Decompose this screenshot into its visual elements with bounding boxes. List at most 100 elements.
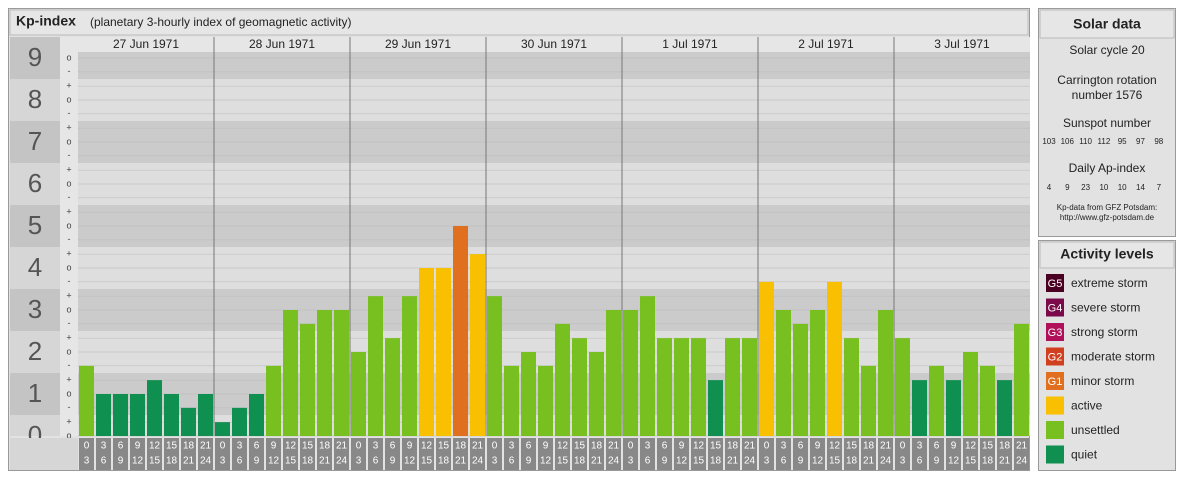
legend-label: active: [1071, 399, 1103, 413]
legend-badge: G1: [1048, 376, 1063, 388]
ap-value: 14: [1136, 183, 1145, 192]
y-tick-label: o: [66, 94, 71, 104]
hour-from: 3: [645, 441, 651, 452]
bar: [691, 338, 706, 436]
hour-cell: [334, 438, 349, 470]
y-tick-label: -: [68, 192, 71, 202]
credit: http://www.gfz-potsdam.de: [1060, 213, 1155, 222]
sunspot-value: 97: [1136, 137, 1145, 146]
y-label-band: [10, 37, 60, 79]
hour-cell: [351, 438, 366, 470]
hour-cell: [198, 438, 213, 470]
hour-from: 12: [829, 441, 841, 452]
y-major-label: 5: [28, 210, 42, 240]
y-tick-label: o: [66, 430, 71, 440]
ap-title: Daily Ap-index: [1069, 161, 1146, 175]
y-major-label: 9: [28, 42, 42, 72]
y-tick-label: -: [68, 108, 71, 118]
y-tick-label: -: [68, 150, 71, 160]
band: [78, 415, 1030, 436]
hour-from: 21: [608, 441, 620, 452]
hour-from: 12: [965, 441, 977, 452]
y-tick-label: o: [66, 262, 71, 272]
bar: [946, 380, 961, 436]
legend-swatch: [1046, 347, 1064, 366]
hour-to: 6: [781, 456, 787, 467]
y-tick-label: -: [68, 318, 71, 328]
hour-from: 12: [285, 441, 297, 452]
carrington: Carrington rotation: [1057, 73, 1156, 87]
hour-from: 15: [846, 441, 858, 452]
sunspot-value: 98: [1154, 137, 1163, 146]
ap-value: 23: [1081, 183, 1090, 192]
y-tick-label: +: [66, 165, 71, 175]
day-label: 1 Jul 1971: [662, 37, 718, 51]
hour-cell: [504, 438, 519, 470]
y-label-band: [10, 331, 60, 373]
hour-cell: [776, 438, 791, 470]
legend-label: extreme storm: [1071, 276, 1148, 290]
hour-from: 9: [135, 441, 141, 452]
y-label-band: [10, 247, 60, 289]
hour-to: 9: [118, 456, 124, 467]
sunspot-value: 95: [1118, 137, 1127, 146]
bar: [487, 296, 502, 436]
hour-cell: [810, 438, 825, 470]
hour-to: 24: [608, 456, 620, 467]
y-label-band: [10, 373, 60, 415]
legend-badge: G3: [1048, 327, 1063, 339]
y-label-band: [10, 289, 60, 331]
hour-cell: [283, 438, 298, 470]
y-label-band: [10, 415, 60, 436]
hour-cell: [164, 438, 179, 470]
hour-cell: [96, 438, 111, 470]
hour-from: 9: [951, 441, 957, 452]
y-major-label: 2: [28, 336, 42, 366]
bar: [164, 394, 179, 436]
hour-cell: [793, 438, 808, 470]
hour-cell: [929, 438, 944, 470]
hour-from: 15: [710, 441, 722, 452]
hour-to: 9: [662, 456, 668, 467]
hour-from: 21: [744, 441, 756, 452]
hour-from: 9: [271, 441, 277, 452]
hour-cell: [742, 438, 757, 470]
hour-from: 21: [472, 441, 484, 452]
bar: [368, 296, 383, 436]
hour-cell: [912, 438, 927, 470]
y-major-label: 4: [28, 252, 42, 282]
y-tick-label: o: [66, 346, 71, 356]
hour-from: 21: [1016, 441, 1028, 452]
bar: [980, 365, 995, 436]
day-label: 27 Jun 1971: [113, 37, 179, 51]
bar: [521, 352, 536, 436]
hour-from: 9: [679, 441, 685, 452]
bar: [606, 310, 621, 436]
hour-cell: [691, 438, 706, 470]
hour-cell: [79, 438, 94, 470]
hour-to: 12: [132, 456, 144, 467]
bar: [317, 310, 332, 436]
hour-cell: [487, 438, 502, 470]
ap-value: 7: [1157, 183, 1162, 192]
hour-to: 15: [557, 456, 569, 467]
sunspot-value: 112: [1098, 137, 1111, 146]
hour-from: 6: [934, 441, 940, 452]
hour-from: 21: [336, 441, 348, 452]
hour-to: 21: [727, 456, 739, 467]
hour-to: 15: [965, 456, 977, 467]
legend-swatch: [1046, 274, 1064, 292]
hour-from: 6: [118, 441, 124, 452]
hour-from: 18: [183, 441, 195, 452]
hour-cell: [181, 438, 196, 470]
hour-from: 15: [574, 441, 586, 452]
legend-badge: G5: [1048, 278, 1063, 290]
bar: [198, 394, 213, 436]
hour-to: 18: [166, 456, 178, 467]
bar: [351, 352, 366, 436]
hour-to: 9: [254, 456, 260, 467]
day-label: 29 Jun 1971: [385, 37, 451, 51]
hour-from: 12: [693, 441, 705, 452]
hour-cell: [827, 438, 842, 470]
hour-cell: [419, 438, 434, 470]
